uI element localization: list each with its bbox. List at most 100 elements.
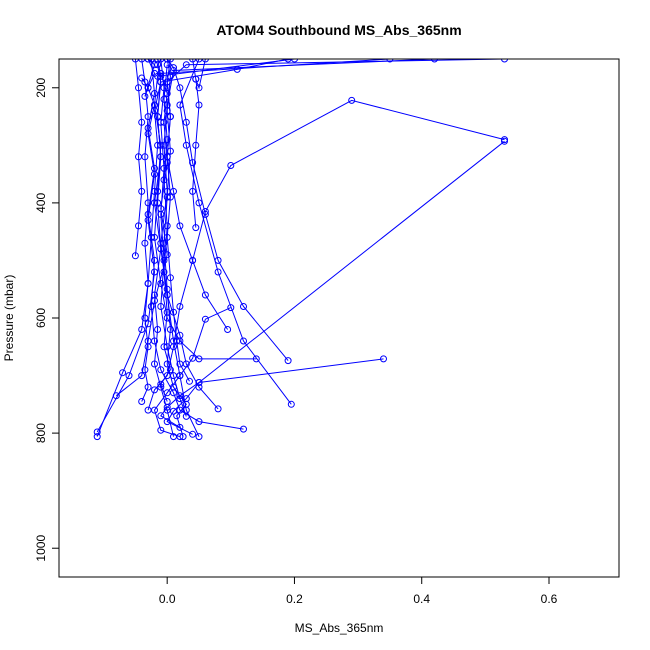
data-point [192, 141, 200, 149]
data-point [163, 153, 171, 161]
series-line [160, 59, 187, 417]
data-point [157, 210, 165, 218]
y-tick-label: 600 [34, 308, 48, 328]
series-9 [144, 59, 247, 433]
data-point [192, 224, 200, 232]
data-point [214, 268, 222, 276]
data-point [160, 268, 168, 276]
data-point [144, 113, 152, 121]
series-14 [151, 59, 177, 441]
data-point [112, 392, 120, 400]
y-tick-label: 400 [34, 193, 48, 213]
data-point [182, 118, 190, 126]
data-point [182, 61, 190, 69]
data-point [182, 412, 190, 420]
data-point [141, 366, 149, 374]
data-point [119, 369, 127, 377]
x-tick-label: 0.2 [286, 592, 303, 606]
series-line [160, 358, 384, 428]
data-point [144, 383, 152, 391]
data-point [176, 222, 184, 230]
data-point [195, 199, 203, 207]
data-point [431, 59, 438, 63]
data-point [141, 239, 149, 247]
series-line [96, 64, 162, 437]
series-16 [138, 59, 152, 405]
data-point [157, 303, 165, 310]
data-point [170, 372, 177, 380]
data-point [195, 433, 203, 441]
data-point [201, 59, 209, 63]
data-point [189, 430, 197, 438]
data-point [157, 426, 165, 434]
data-point [151, 360, 158, 368]
data-point [151, 406, 158, 414]
data-point [380, 355, 387, 363]
series-line [160, 64, 171, 402]
data-point [93, 433, 101, 441]
data-point [501, 137, 508, 145]
data-point [151, 337, 158, 345]
data-point [144, 124, 152, 132]
data-point [501, 59, 508, 63]
data-point [166, 326, 174, 333]
series-line [96, 59, 156, 433]
data-point [125, 372, 133, 380]
series-21 [138, 59, 158, 100]
data-point [144, 199, 152, 207]
data-point [224, 326, 232, 333]
data-point [144, 280, 152, 287]
series-line [163, 59, 187, 437]
series-line [153, 59, 295, 360]
data-point [176, 360, 184, 368]
x-tick-label: 0.4 [413, 592, 430, 606]
series-19 [131, 59, 146, 260]
series-line [153, 59, 289, 410]
data-point [163, 251, 171, 259]
data-point [176, 395, 184, 403]
series-5 [163, 137, 508, 438]
data-point [138, 118, 146, 126]
data-point [291, 59, 298, 63]
data-point [157, 366, 165, 374]
data-point [138, 326, 146, 333]
data-point [182, 141, 190, 149]
data-point [170, 433, 177, 441]
series-10 [176, 59, 295, 408]
data-point [195, 418, 203, 426]
data-point [176, 101, 184, 109]
data-point [227, 162, 235, 169]
series-line [166, 59, 229, 330]
data-point [176, 84, 184, 92]
series-line [166, 140, 505, 435]
data-point [157, 245, 165, 253]
data-point [284, 357, 292, 365]
data-point [176, 423, 184, 431]
data-point [157, 380, 165, 388]
series-line [147, 59, 244, 430]
data-point [189, 187, 197, 195]
data-point [214, 405, 222, 413]
data-point [173, 412, 181, 420]
data-point [163, 222, 171, 230]
data-point [131, 59, 139, 63]
data-point [240, 337, 247, 345]
data-point [157, 59, 165, 63]
data-point [182, 400, 190, 408]
data-point [151, 256, 158, 264]
data-point [284, 59, 292, 63]
data-point [160, 176, 168, 184]
data-point [233, 65, 241, 73]
data-point [170, 67, 177, 74]
data-point [135, 222, 142, 230]
data-point [386, 59, 394, 63]
data-point [144, 84, 152, 92]
data-point [154, 59, 162, 63]
data-point [163, 136, 171, 144]
data-point [157, 118, 165, 126]
series-line [166, 59, 505, 382]
series-23 [163, 59, 232, 333]
data-point [138, 187, 146, 195]
data-point [189, 59, 197, 63]
